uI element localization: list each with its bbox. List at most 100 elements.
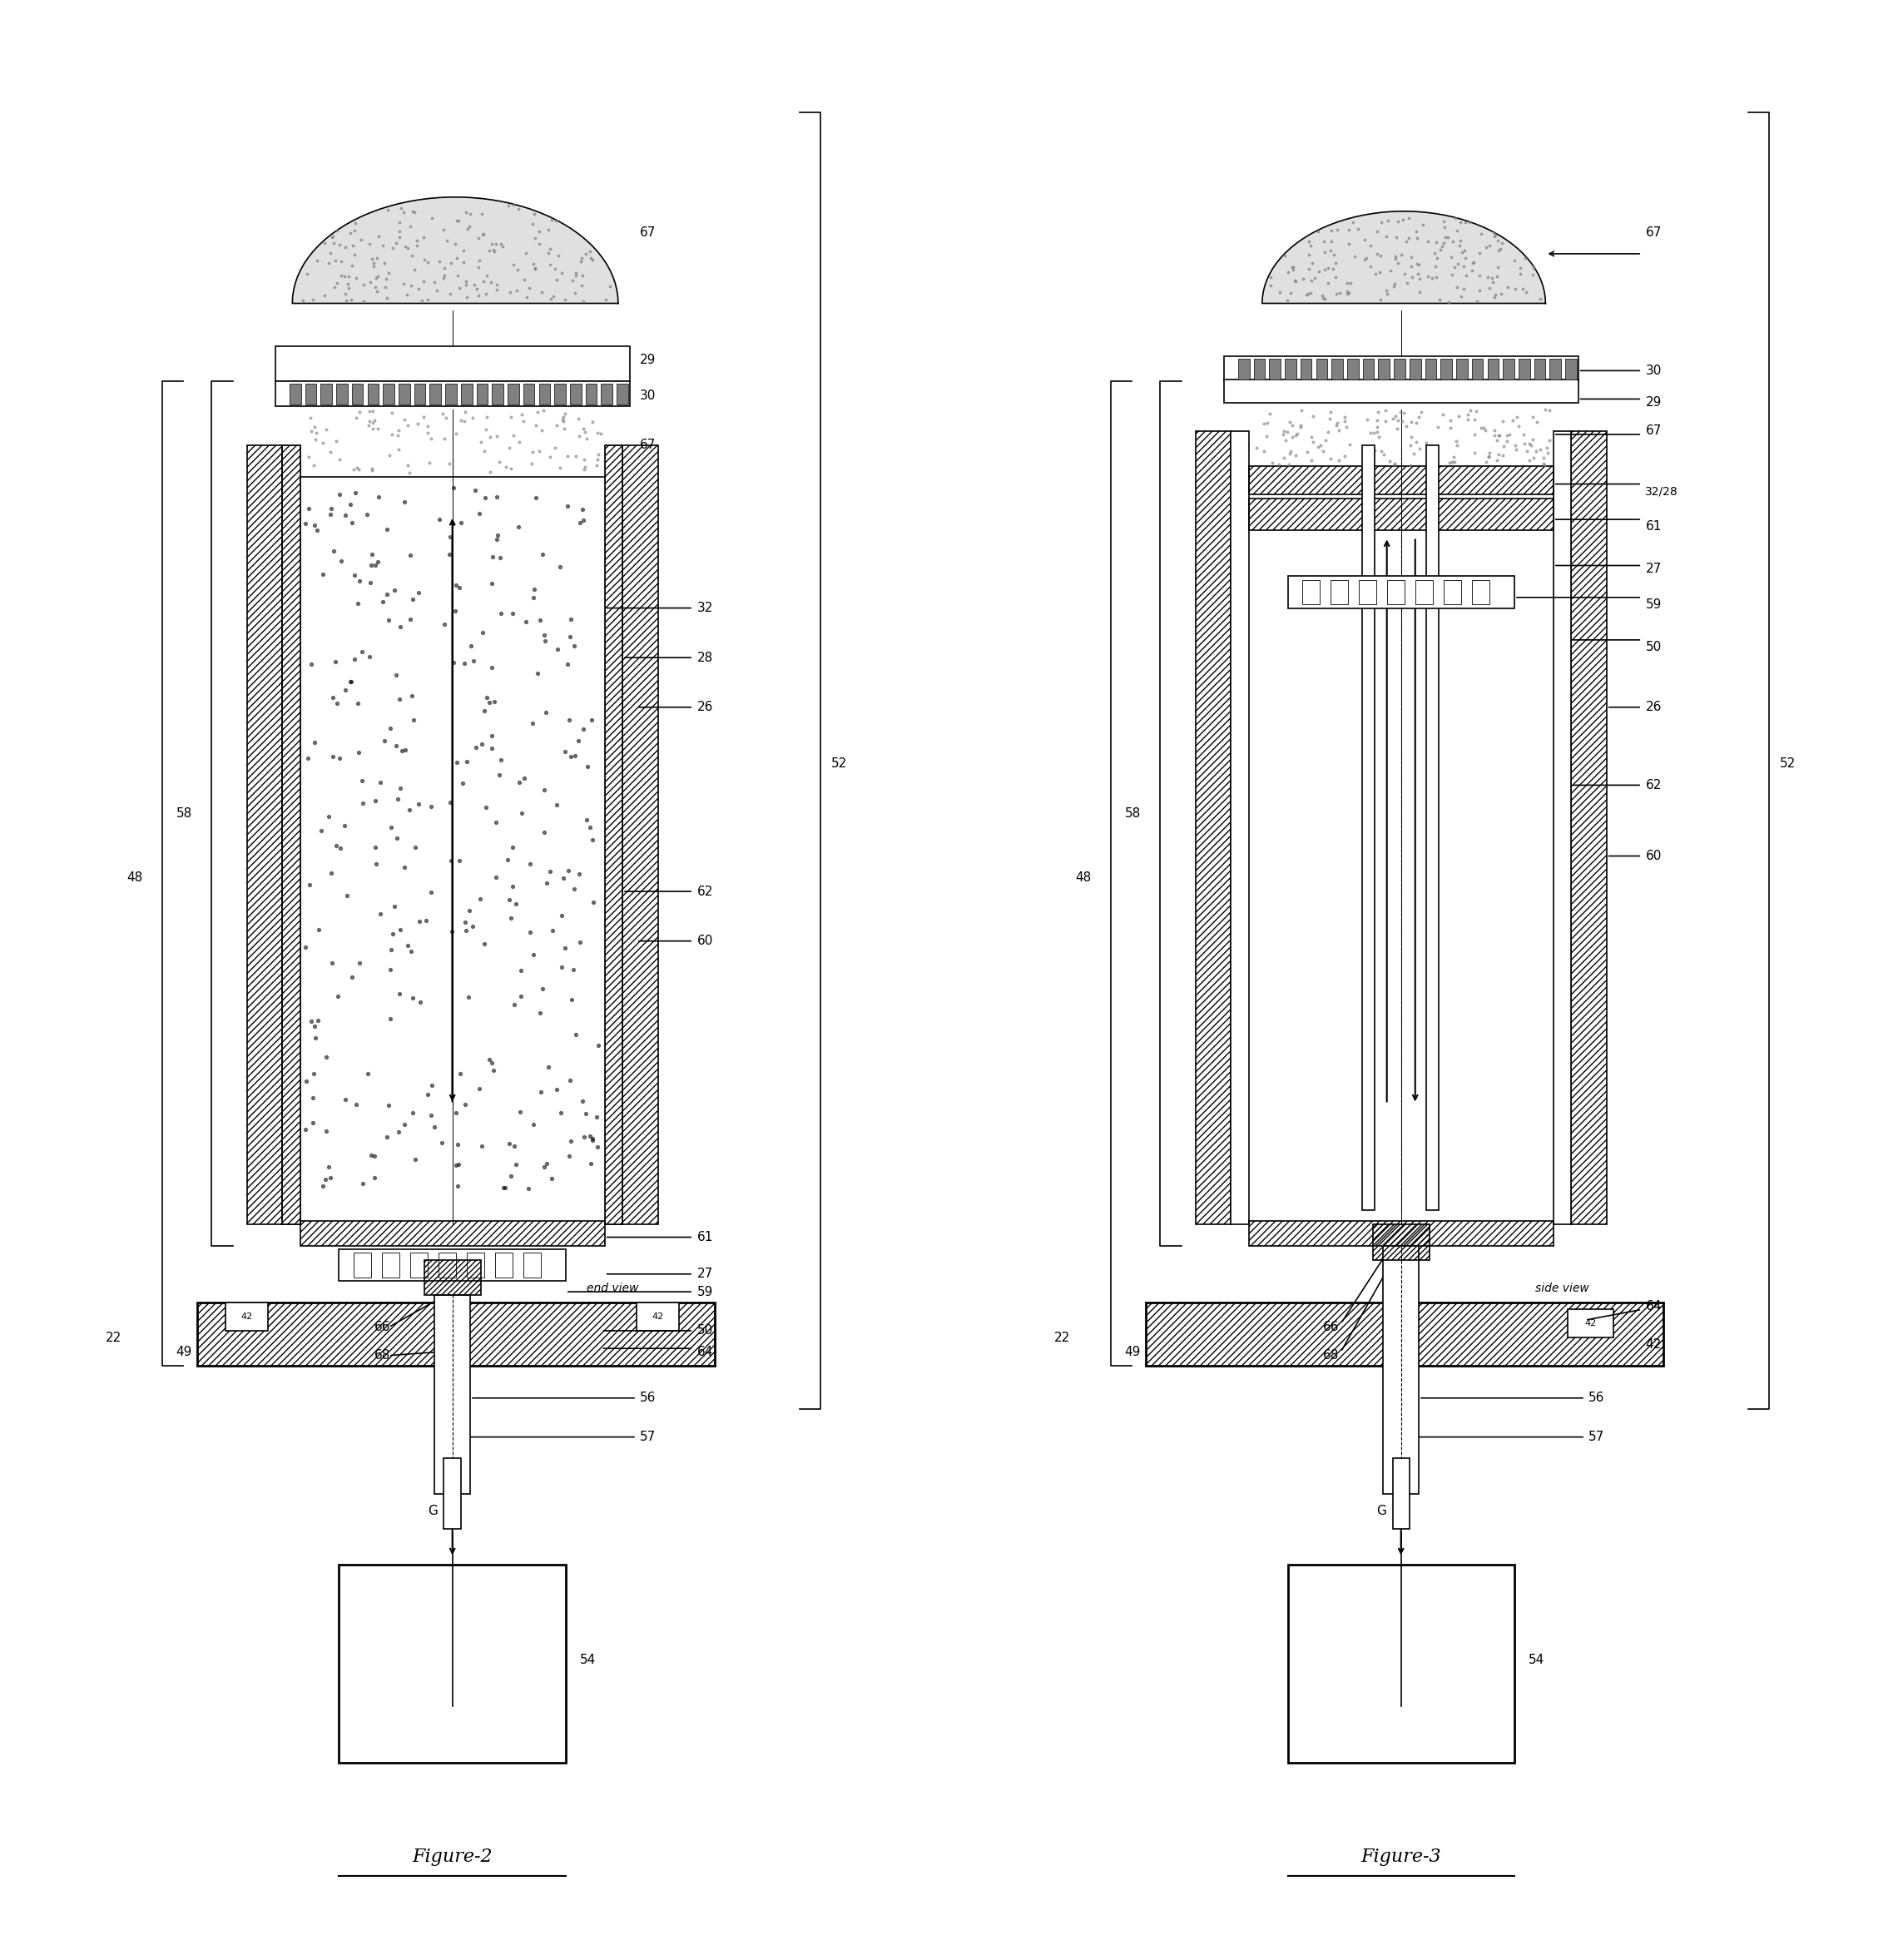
Point (1511, 276, 1541, 308)
Point (325, 245, 356, 276)
Point (320, 272, 350, 304)
Point (316, 494, 346, 525)
Point (453, 982, 483, 1013)
Point (1241, 433, 1271, 465)
Point (339, 643, 369, 674)
Point (1395, 429, 1425, 461)
Point (400, 1145, 430, 1176)
Point (295, 1005, 325, 1037)
Point (495, 884, 525, 915)
Point (1450, 241, 1481, 272)
Point (1387, 398, 1418, 429)
Point (1366, 239, 1397, 270)
Point (301, 1021, 331, 1053)
Point (1378, 270, 1408, 302)
Point (396, 539, 426, 570)
Bar (1444, 580, 1462, 604)
Point (1311, 425, 1342, 457)
Point (287, 284, 318, 316)
Point (548, 412, 579, 443)
Point (1431, 221, 1462, 253)
Bar (1248, 1221, 1553, 1247)
Point (548, 402, 579, 433)
Point (476, 229, 506, 261)
Point (436, 247, 466, 278)
Bar (617, 384, 628, 404)
Point (499, 419, 529, 451)
Point (322, 831, 352, 862)
Point (1422, 243, 1452, 274)
Point (398, 1098, 428, 1129)
Bar (1302, 580, 1319, 604)
Point (337, 960, 367, 992)
Point (1481, 425, 1511, 457)
Point (1465, 274, 1496, 306)
Point (1248, 435, 1279, 466)
Bar (523, 384, 535, 404)
Point (428, 263, 459, 294)
Bar (605, 445, 622, 1225)
Point (474, 421, 504, 453)
Point (518, 582, 548, 613)
Point (556, 1125, 586, 1156)
Point (518, 447, 548, 478)
Point (480, 227, 510, 259)
Point (569, 453, 599, 484)
Point (1277, 421, 1307, 453)
Text: 52: 52 (1779, 759, 1796, 770)
Point (1397, 251, 1427, 282)
Point (441, 243, 472, 274)
Point (548, 862, 579, 894)
Point (443, 1129, 474, 1160)
Point (535, 249, 565, 280)
Point (341, 263, 371, 294)
Point (1256, 270, 1286, 302)
Point (1344, 214, 1374, 245)
Point (329, 231, 360, 263)
Point (556, 621, 586, 653)
Point (529, 815, 559, 847)
Point (1309, 255, 1340, 286)
Point (550, 933, 580, 964)
Point (428, 610, 459, 641)
Point (352, 1058, 383, 1090)
Point (354, 227, 384, 259)
Point (329, 809, 360, 841)
Point (322, 688, 352, 719)
Point (1366, 206, 1397, 237)
Point (337, 508, 367, 539)
Text: 32/28: 32/28 (1646, 486, 1678, 498)
Point (552, 441, 582, 472)
Point (1427, 231, 1458, 263)
Point (360, 549, 390, 580)
Point (371, 282, 402, 314)
Point (1380, 241, 1410, 272)
Point (470, 482, 500, 514)
Point (1332, 278, 1363, 310)
Point (303, 1005, 333, 1037)
Point (1372, 206, 1403, 237)
Text: 52: 52 (832, 759, 847, 770)
Point (1315, 396, 1345, 427)
Point (1475, 229, 1505, 261)
Point (379, 574, 409, 606)
Point (478, 1047, 508, 1078)
Bar (398, 384, 409, 404)
Text: 61: 61 (696, 1231, 714, 1243)
Point (413, 410, 443, 441)
Point (1315, 402, 1345, 433)
Point (403, 576, 434, 608)
Point (375, 955, 405, 986)
Text: 56: 56 (1589, 1392, 1604, 1403)
Point (417, 1100, 447, 1131)
Point (373, 257, 403, 288)
Point (464, 884, 495, 915)
Point (577, 1125, 607, 1156)
Bar (383, 384, 394, 404)
Point (310, 1041, 341, 1072)
Point (1319, 239, 1349, 270)
Point (1368, 439, 1399, 470)
Text: 42: 42 (1646, 1339, 1661, 1350)
Point (537, 915, 567, 947)
Point (293, 441, 324, 472)
